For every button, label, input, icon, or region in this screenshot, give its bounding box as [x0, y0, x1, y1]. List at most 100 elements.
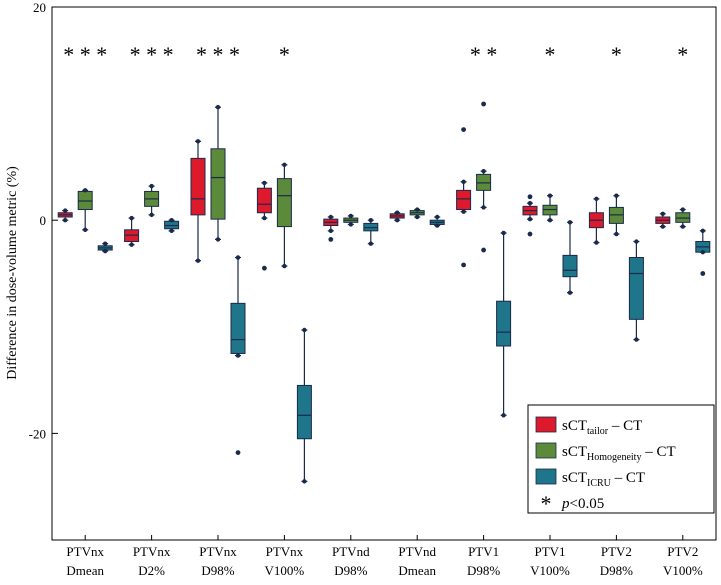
legend-swatch	[535, 416, 557, 433]
significance-star: * * *	[63, 42, 107, 67]
outlier-point	[700, 271, 706, 276]
legend-entry-label: sCTICRU – CT	[562, 470, 645, 489]
box	[343, 213, 359, 227]
whisker-dot	[435, 214, 440, 220]
x-tick-label: V100%	[663, 563, 703, 578]
whisker-dot	[235, 353, 241, 358]
box	[562, 220, 578, 295]
x-tick-label: PTVnx	[66, 544, 104, 559]
box	[97, 241, 113, 254]
whisker-dot	[700, 249, 705, 255]
legend-swatch	[535, 468, 557, 485]
significance-star: *	[677, 42, 688, 67]
box-body	[230, 302, 246, 354]
box-body	[456, 189, 472, 211]
series-1	[77, 101, 691, 269]
y-axis-label: Difference in dose-volume metric (%)	[5, 166, 20, 380]
box-series	[57, 101, 711, 484]
outlier-point	[527, 231, 533, 237]
box	[695, 228, 711, 276]
significance-markers: * * * * * * * * * * * * * * *	[63, 42, 688, 67]
x-tick-label: V100%	[265, 563, 305, 578]
whisker-dot	[83, 227, 88, 232]
whisker-dot	[103, 241, 108, 246]
box	[363, 218, 379, 246]
whisker-dot	[527, 200, 533, 206]
whisker-dot	[700, 228, 705, 234]
whisker-dot	[435, 223, 440, 228]
whisker-dot	[302, 479, 307, 484]
whisker-dot	[614, 193, 619, 198]
box	[628, 239, 644, 342]
whisker-dot	[680, 224, 685, 229]
box	[57, 208, 73, 223]
outlier-point	[527, 194, 533, 200]
whisker-dot	[62, 208, 68, 213]
legend-box	[527, 404, 715, 514]
whisker-dot	[481, 168, 486, 174]
whisker-dot	[195, 139, 201, 144]
box	[588, 196, 604, 245]
whisker-dot	[594, 240, 599, 245]
box	[456, 127, 472, 268]
legend-swatch	[535, 442, 557, 459]
box	[522, 194, 538, 237]
box	[675, 207, 691, 229]
y-tick-label: 0	[40, 213, 47, 228]
x-tick-label: PTVnx	[266, 544, 304, 559]
box	[323, 214, 339, 242]
whisker-dot	[62, 218, 68, 223]
whisker-dot	[481, 205, 486, 210]
significance-star: *	[545, 42, 556, 67]
outlier-point	[461, 127, 466, 132]
whisker-dot	[83, 188, 88, 193]
box	[542, 193, 558, 223]
y-tick-label: -20	[29, 426, 46, 441]
whisker-dot	[169, 228, 174, 234]
x-tick-label: D98%	[600, 563, 633, 578]
legend: sCTtailor – CT sCTHomogeneity – CT sCTICRU…	[527, 404, 715, 516]
box	[608, 193, 624, 237]
box-body	[296, 384, 312, 440]
x-tick-label: PTV2	[601, 544, 632, 559]
x-tick-label: PTVnd	[332, 544, 370, 559]
box	[389, 210, 405, 223]
whisker-dot	[461, 209, 466, 214]
box	[276, 162, 292, 269]
box-body	[496, 300, 512, 347]
whisker-dot	[368, 218, 373, 223]
outlier-point	[481, 101, 486, 107]
box	[124, 215, 140, 247]
legend-star-label: p<0.05	[561, 496, 604, 512]
whisker-dot	[395, 210, 400, 215]
box	[210, 105, 226, 242]
box	[296, 327, 312, 484]
whisker-dot	[149, 212, 154, 218]
legend-star-symbol: *	[541, 491, 552, 516]
x-tick-label: PTV1	[534, 544, 565, 559]
whisker-dot	[282, 162, 287, 167]
whisker-dot	[235, 255, 241, 260]
whisker-dot	[634, 239, 639, 244]
series-2	[97, 214, 711, 484]
x-tick-label: PTV2	[667, 544, 698, 559]
outlier-point	[481, 247, 486, 253]
whisker-dot	[415, 207, 420, 212]
plot-frame	[51, 6, 717, 541]
box	[429, 214, 445, 228]
significance-star: *	[611, 42, 622, 67]
whisker-dot	[129, 242, 134, 247]
box-body	[190, 157, 206, 216]
box	[230, 255, 246, 455]
box	[476, 101, 492, 253]
whisker-dot	[129, 215, 134, 221]
whisker-dot	[567, 290, 573, 295]
y-axis: -20 0 20	[29, 0, 58, 441]
whisker-dot	[348, 213, 353, 219]
box-body	[562, 254, 578, 278]
x-axis: PTVnx Dmean PTVnx D2% PTVnx D98% PTVnx V100% PTV…	[66, 535, 703, 578]
outlier-point	[235, 450, 241, 455]
whisker-dot	[149, 183, 154, 189]
whisker-dot	[395, 218, 400, 223]
